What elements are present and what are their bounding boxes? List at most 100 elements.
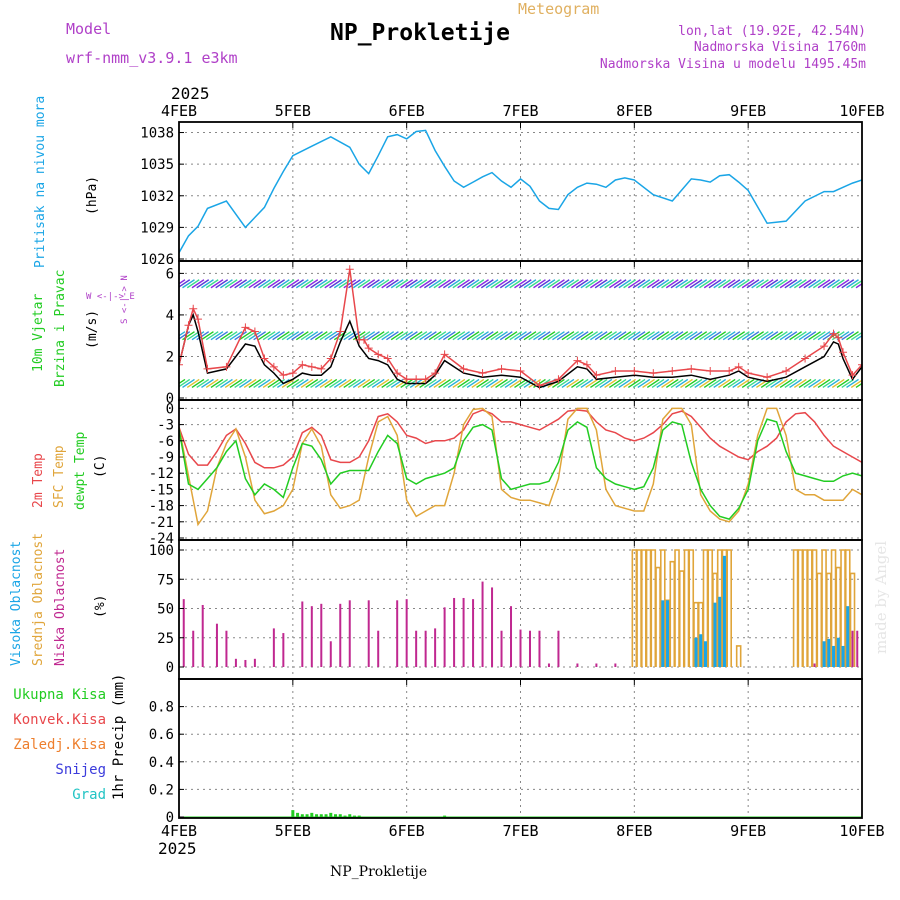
wind-barb [182, 331, 195, 341]
wind-barb [442, 279, 456, 289]
gust-marker [478, 369, 487, 378]
gust-marker [839, 348, 848, 357]
y-tick-label: -9 [157, 450, 174, 466]
gust-marker [421, 375, 430, 384]
wind-barb [708, 378, 722, 389]
cloud-bar-mid [636, 549, 642, 667]
wind-barb [179, 331, 186, 337]
wind-barb [822, 279, 836, 289]
wind-barb [556, 279, 570, 289]
wind-barb [291, 378, 304, 389]
wind-barb [604, 279, 618, 289]
wind-barb [737, 378, 750, 389]
y-tick-label: 4 [166, 308, 174, 324]
y-tick-label: -21 [149, 515, 174, 531]
wind-barb [665, 378, 679, 389]
wind-barb [732, 378, 746, 389]
wind-barb [760, 331, 774, 341]
wind-barb [627, 378, 641, 389]
gust-marker [189, 304, 198, 313]
panel-frame [178, 399, 863, 541]
wind-barb [367, 331, 380, 341]
wind-barb [812, 378, 826, 389]
wind-barb [423, 279, 437, 289]
wind-barb [556, 378, 570, 389]
wind-barb [656, 279, 670, 289]
cloud-bar-high [713, 602, 717, 667]
wind-barb [191, 279, 205, 289]
cloud-bar-low [415, 630, 418, 667]
wind-barb [243, 331, 257, 341]
wind-barb [495, 279, 508, 289]
wind-barb [694, 331, 708, 341]
gust-marker [573, 356, 582, 365]
cloud-bar-low [528, 630, 531, 667]
y-tick-label: 0.6 [149, 727, 174, 743]
wind-barb [774, 378, 788, 389]
time-tick-label: 8FEB [616, 102, 652, 120]
cloud-bar-low [443, 607, 446, 667]
precip-total-label: Ukupna Kisa [13, 687, 106, 703]
wind-barb [793, 331, 807, 341]
wind-barb [348, 279, 361, 289]
wind-barb [580, 378, 594, 389]
wind-barb [793, 279, 807, 289]
wind-barb [793, 378, 807, 389]
wind-barb [841, 378, 855, 389]
panel-frame [178, 678, 863, 819]
gust-marker [459, 364, 468, 373]
wind-barb [371, 279, 385, 289]
wind-barb [319, 279, 333, 289]
wind-barb [765, 331, 779, 341]
wind-barb [661, 331, 674, 341]
wind-barb [215, 331, 229, 341]
cloud-bar-high [703, 641, 707, 667]
wind-barb [713, 331, 727, 341]
gust-marker [431, 369, 440, 378]
precip-bar [291, 810, 295, 817]
wind-barb [646, 378, 660, 389]
wind-barb [737, 331, 750, 341]
time-tick-label: 6FEB [389, 102, 425, 120]
wind-barb [642, 378, 655, 389]
wind-barb [836, 279, 850, 289]
wind-barb [585, 279, 599, 289]
wind-barb [651, 331, 665, 341]
wind-side-label-1: 10m Vjetar [31, 294, 46, 372]
wind-barb [817, 378, 831, 389]
cloud-bar-low [367, 600, 370, 667]
wind-barb [784, 378, 798, 389]
wind-barb [580, 331, 594, 341]
y-tick-label: 0.2 [149, 782, 174, 798]
wind-barb [803, 279, 817, 289]
temp-dew-label: dewpt Temp [73, 432, 88, 510]
wind-barb [229, 378, 243, 389]
cloud-bar-low [462, 597, 465, 667]
wind-barb [855, 282, 862, 289]
wind-barb [656, 378, 670, 389]
wind-barb [499, 378, 513, 389]
wind-barb [457, 279, 470, 289]
wind-barb [812, 331, 826, 341]
wind-barb [765, 279, 779, 289]
wind-barb [433, 331, 447, 341]
wind-barb [789, 279, 802, 289]
wind-barb [637, 279, 651, 289]
wind-barb [471, 279, 485, 289]
wind-barb [267, 279, 281, 289]
wind-barb [419, 331, 433, 341]
precip-bar [324, 814, 328, 817]
wind-barb [518, 279, 532, 289]
wind-barb [808, 378, 821, 389]
wind-barb [798, 279, 812, 289]
wind-barb [343, 378, 357, 389]
wind-barb [400, 331, 414, 341]
gust-marker [611, 367, 620, 375]
wind-barb [461, 331, 475, 341]
gust-marker [535, 381, 544, 390]
wind-barb [357, 279, 371, 289]
cloud-bar-mid [797, 549, 804, 667]
wind-barb [627, 331, 641, 341]
wind-barb [732, 331, 746, 341]
wind-barb [291, 279, 304, 289]
